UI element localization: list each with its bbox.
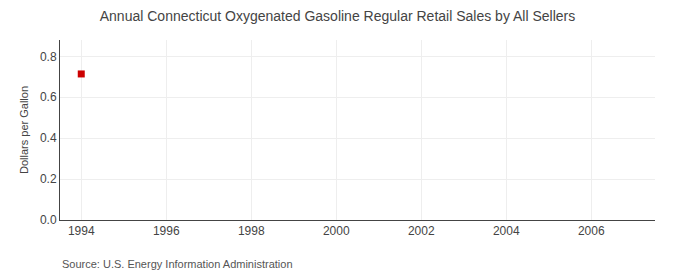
svg-text:2002: 2002	[408, 224, 435, 238]
svg-text:1998: 1998	[238, 224, 265, 238]
svg-text:Source: U.S. Energy Informatio: Source: U.S. Energy Information Administ…	[62, 258, 293, 270]
svg-text:0.0: 0.0	[40, 213, 57, 227]
svg-text:0.8: 0.8	[40, 50, 57, 64]
svg-text:1996: 1996	[153, 224, 180, 238]
svg-text:2006: 2006	[578, 224, 605, 238]
svg-text:0.2: 0.2	[40, 172, 57, 186]
svg-text:0.6: 0.6	[40, 90, 57, 104]
svg-text:2004: 2004	[493, 224, 520, 238]
svg-text:0.4: 0.4	[40, 131, 57, 145]
svg-text:Dollars per Gallon: Dollars per Gallon	[18, 86, 30, 174]
svg-text:1994: 1994	[68, 224, 95, 238]
svg-text:Annual Connecticut Oxygenated: Annual Connecticut Oxygenated Gasoline R…	[100, 8, 576, 24]
svg-text:2000: 2000	[323, 224, 350, 238]
